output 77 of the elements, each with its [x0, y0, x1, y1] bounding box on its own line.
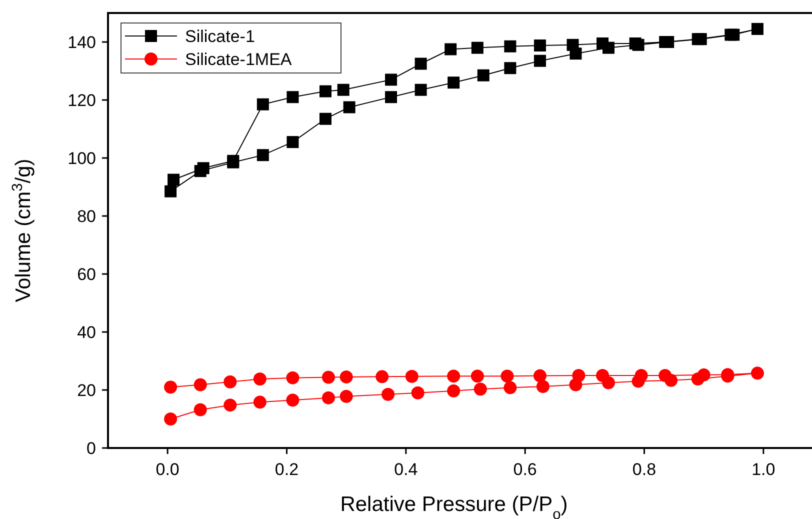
y-tick-label: 100 — [68, 149, 96, 168]
point — [224, 375, 237, 388]
point — [340, 370, 353, 384]
point — [411, 386, 424, 400]
point — [444, 43, 457, 56]
point — [692, 33, 704, 46]
point — [376, 370, 389, 384]
point — [224, 398, 237, 412]
point — [504, 40, 516, 52]
point — [750, 366, 764, 380]
y-tick-label: 20 — [77, 381, 96, 400]
point — [382, 388, 395, 401]
point — [566, 38, 579, 51]
point — [500, 370, 514, 383]
point — [470, 370, 484, 383]
point — [504, 62, 516, 74]
point — [385, 74, 398, 86]
point — [471, 42, 484, 54]
point — [724, 28, 737, 41]
point — [448, 76, 460, 89]
point — [533, 369, 546, 382]
point — [286, 136, 299, 148]
point — [572, 369, 586, 382]
point — [194, 403, 207, 416]
point — [322, 391, 335, 404]
point — [340, 390, 353, 403]
y-tick-label: 40 — [77, 323, 96, 342]
point — [634, 369, 648, 382]
y-tick-label: 120 — [68, 91, 96, 110]
legend-label: Silicate-1MEA — [185, 50, 292, 69]
point — [447, 370, 460, 383]
point — [256, 98, 269, 110]
x-tick-label: 0.6 — [513, 460, 537, 479]
point — [534, 54, 546, 67]
point — [322, 370, 335, 384]
point — [286, 371, 300, 384]
point — [164, 412, 178, 426]
y-tick-label: 80 — [77, 207, 96, 226]
point — [319, 85, 332, 98]
point — [751, 22, 764, 35]
point — [194, 378, 207, 392]
point — [256, 149, 269, 162]
x-tick-label: 0.2 — [274, 460, 299, 479]
point — [596, 369, 610, 382]
x-axis-title: Relative Pressure (P/P$_{o}$) — [340, 493, 568, 519]
point — [197, 162, 210, 174]
point — [414, 84, 427, 96]
point — [534, 39, 546, 52]
point — [536, 380, 550, 394]
point — [286, 394, 300, 407]
point — [319, 112, 332, 125]
x-tick-label: 0.0 — [156, 460, 180, 479]
point — [658, 369, 672, 382]
y-tick-label: 0 — [86, 439, 96, 458]
point — [253, 396, 266, 409]
point — [385, 91, 398, 104]
x-tick-label: 1.0 — [752, 460, 776, 479]
point — [253, 372, 266, 386]
point — [164, 380, 178, 394]
point — [477, 69, 490, 82]
x-tick-label: 0.4 — [394, 460, 418, 479]
y-tick-label: 60 — [77, 265, 96, 284]
point — [405, 370, 418, 383]
point — [164, 185, 177, 198]
point — [168, 174, 180, 186]
legend-label: Silicate-1 — [185, 27, 255, 46]
point — [337, 84, 350, 96]
point — [343, 101, 356, 114]
point — [504, 381, 517, 394]
point — [474, 382, 487, 396]
point — [629, 37, 642, 50]
point — [286, 91, 299, 104]
point — [447, 384, 460, 398]
y-tick-label: 140 — [68, 33, 96, 52]
point — [414, 58, 427, 70]
point — [697, 368, 710, 382]
x-tick-label: 0.8 — [632, 460, 656, 479]
